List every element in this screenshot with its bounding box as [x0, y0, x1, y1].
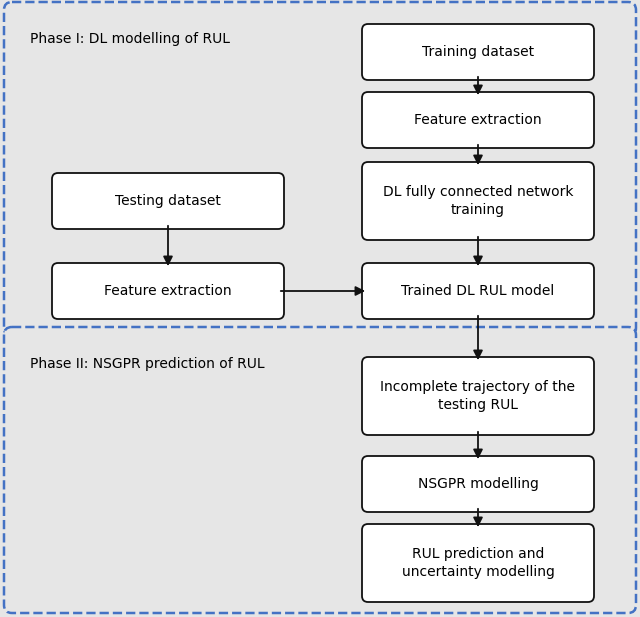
Text: Training dataset: Training dataset	[422, 45, 534, 59]
Text: Testing dataset: Testing dataset	[115, 194, 221, 208]
Text: Incomplete trajectory of the
testing RUL: Incomplete trajectory of the testing RUL	[381, 380, 575, 412]
Text: Phase II: NSGPR prediction of RUL: Phase II: NSGPR prediction of RUL	[30, 357, 264, 371]
Text: Trained DL RUL model: Trained DL RUL model	[401, 284, 555, 298]
FancyBboxPatch shape	[52, 263, 284, 319]
Text: NSGPR modelling: NSGPR modelling	[417, 477, 538, 491]
Text: DL fully connected network
training: DL fully connected network training	[383, 185, 573, 217]
Text: Feature extraction: Feature extraction	[104, 284, 232, 298]
Text: Phase I: DL modelling of RUL: Phase I: DL modelling of RUL	[30, 32, 230, 46]
FancyBboxPatch shape	[4, 327, 636, 613]
FancyBboxPatch shape	[362, 24, 594, 80]
FancyBboxPatch shape	[4, 2, 636, 336]
Text: RUL prediction and
uncertainty modelling: RUL prediction and uncertainty modelling	[401, 547, 554, 579]
FancyBboxPatch shape	[362, 357, 594, 435]
FancyBboxPatch shape	[362, 456, 594, 512]
FancyBboxPatch shape	[362, 162, 594, 240]
Text: Feature extraction: Feature extraction	[414, 113, 542, 127]
FancyBboxPatch shape	[362, 263, 594, 319]
FancyBboxPatch shape	[52, 173, 284, 229]
FancyBboxPatch shape	[362, 92, 594, 148]
FancyBboxPatch shape	[362, 524, 594, 602]
